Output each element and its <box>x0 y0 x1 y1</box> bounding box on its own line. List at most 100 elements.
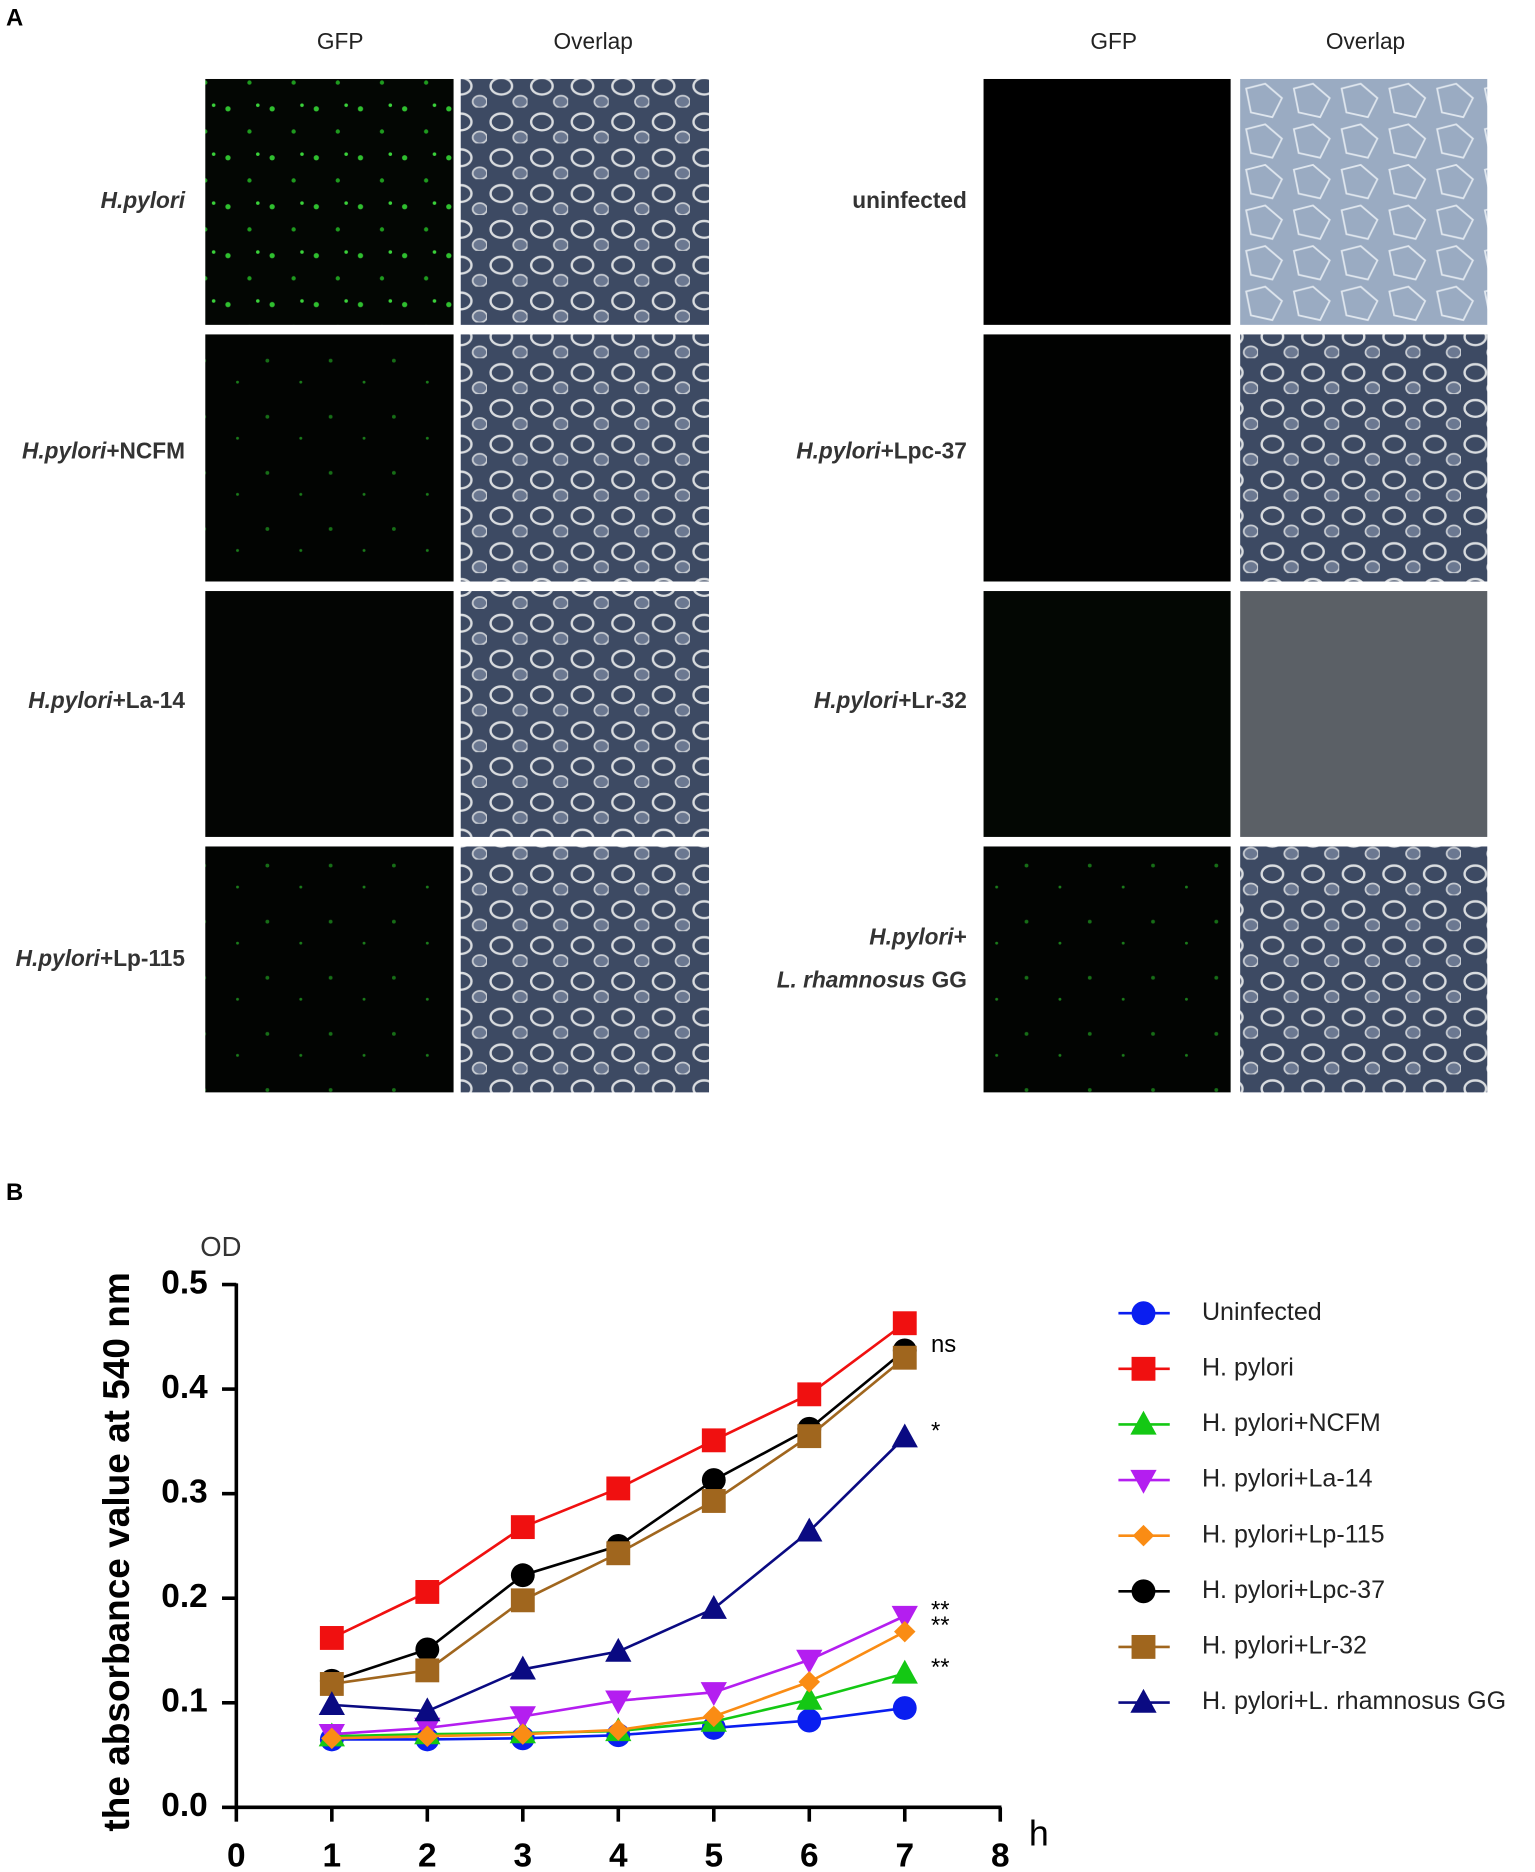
label-text: + <box>954 923 967 949</box>
row-label: H.pylori+La-14 <box>28 687 185 713</box>
label-text: +Lpc-37 <box>881 438 967 464</box>
marker <box>703 1705 725 1728</box>
label-text: GG <box>925 966 967 992</box>
y-tick-label: 0.3 <box>161 1473 207 1510</box>
marker <box>701 1428 726 1453</box>
marker <box>415 1637 440 1662</box>
marker <box>797 1382 822 1407</box>
label-text: +NCFM <box>106 438 185 464</box>
legend-label: Uninfected <box>1202 1298 1322 1326</box>
marker <box>416 1725 439 1747</box>
marker <box>796 1685 823 1710</box>
marker <box>321 1727 343 1750</box>
marker <box>701 1489 726 1513</box>
x-tick-label: 6 <box>800 1837 819 1872</box>
label-italic: H.pylori <box>16 945 101 971</box>
x-tick-label: 3 <box>514 1837 533 1872</box>
label-italic: L. rhamnosus <box>777 966 926 992</box>
row-label: uninfected <box>852 187 967 213</box>
marker <box>605 1637 632 1662</box>
marker <box>319 1626 344 1650</box>
label-text: +Lp-115 <box>100 945 185 971</box>
panel-label: A <box>6 5 23 32</box>
label-italic: H.pylori <box>101 187 186 213</box>
label-italic: H.pylori <box>869 923 954 949</box>
gfp-image <box>983 334 1231 582</box>
gfp-image <box>205 591 454 837</box>
y-unit: OD <box>200 1231 241 1262</box>
x-tick-label: 0 <box>227 1837 246 1872</box>
marker <box>414 1697 441 1722</box>
legend-label: H. pylori+Lr-32 <box>1202 1632 1367 1660</box>
marker <box>510 1515 535 1540</box>
marker <box>1131 1356 1156 1381</box>
gfp-image <box>983 846 1231 1093</box>
marker <box>415 1658 440 1683</box>
marker <box>319 1672 344 1696</box>
overlap-image <box>1240 334 1488 582</box>
marker <box>512 1723 534 1745</box>
label-italic: H.pylori <box>22 438 107 464</box>
column-header: GFP <box>317 28 364 54</box>
column-header: GFP <box>1090 28 1137 54</box>
legend-label: H. pylori+L. rhamnosus GG <box>1202 1687 1506 1715</box>
label-italic: H.pylori <box>796 438 881 464</box>
label-text: +Lr-32 <box>898 687 967 713</box>
marker <box>1131 1301 1156 1326</box>
overlap-image <box>460 78 710 325</box>
overlap-image <box>1240 591 1488 837</box>
marker <box>1130 1688 1157 1713</box>
x-tick-label: 5 <box>704 1837 723 1872</box>
column-header: Overlap <box>1326 28 1405 54</box>
marker <box>510 1563 535 1588</box>
marker <box>606 1541 631 1566</box>
y-tick-label: 0.4 <box>161 1369 208 1406</box>
overlap-image <box>460 591 710 837</box>
row-label: H.pylori+NCFM <box>22 438 185 464</box>
legend-label: H. pylori+La-14 <box>1202 1465 1373 1493</box>
marker <box>1132 1524 1155 1547</box>
row-label: H.pylori+Lp-115 <box>16 945 185 971</box>
overlap-image <box>1240 846 1488 1093</box>
gfp-image <box>205 846 454 1093</box>
y-tick-label: 0.2 <box>161 1578 207 1615</box>
x-axis-label: h <box>1029 1813 1049 1853</box>
row-label: H.pylori+Lr-32 <box>814 687 967 713</box>
marker <box>510 1588 535 1613</box>
label-italic: H.pylori <box>28 687 113 713</box>
significance-label: * <box>931 1418 940 1445</box>
gfp-image <box>983 591 1231 837</box>
x-tick-label: 2 <box>418 1837 437 1872</box>
row-label: L. rhamnosus GG <box>777 966 967 992</box>
legend-label: H. pylori <box>1202 1353 1294 1381</box>
x-tick-label: 4 <box>609 1837 628 1872</box>
images <box>205 78 1488 1093</box>
marker <box>605 1690 632 1715</box>
marker <box>798 1671 821 1693</box>
panel-label: B <box>6 1179 23 1206</box>
overlap-image <box>460 846 710 1093</box>
marker <box>894 1620 916 1643</box>
marker <box>892 1311 917 1336</box>
significance-label: ** <box>931 1597 950 1624</box>
marker <box>892 1345 917 1370</box>
marker <box>891 1423 918 1448</box>
row-label: H.pylori+ <box>869 923 967 949</box>
marker <box>509 1706 536 1731</box>
marker <box>1131 1579 1156 1604</box>
y-axis-label: the absorbance value at 540 nm <box>96 1272 137 1831</box>
marker <box>891 1659 918 1684</box>
marker <box>701 1468 726 1493</box>
marker <box>607 1719 630 1741</box>
legend-label: H. pylori+NCFM <box>1202 1409 1381 1437</box>
gfp-image <box>205 78 454 325</box>
marker <box>700 1594 727 1619</box>
label-italic: H.pylori <box>814 687 899 713</box>
x-tick-label: 7 <box>895 1837 914 1872</box>
gfp-image <box>205 334 454 582</box>
x-tick-label: 8 <box>991 1837 1010 1872</box>
significance-label: ns <box>931 1331 956 1358</box>
marker <box>1130 1410 1157 1435</box>
overlap-image <box>460 334 710 582</box>
